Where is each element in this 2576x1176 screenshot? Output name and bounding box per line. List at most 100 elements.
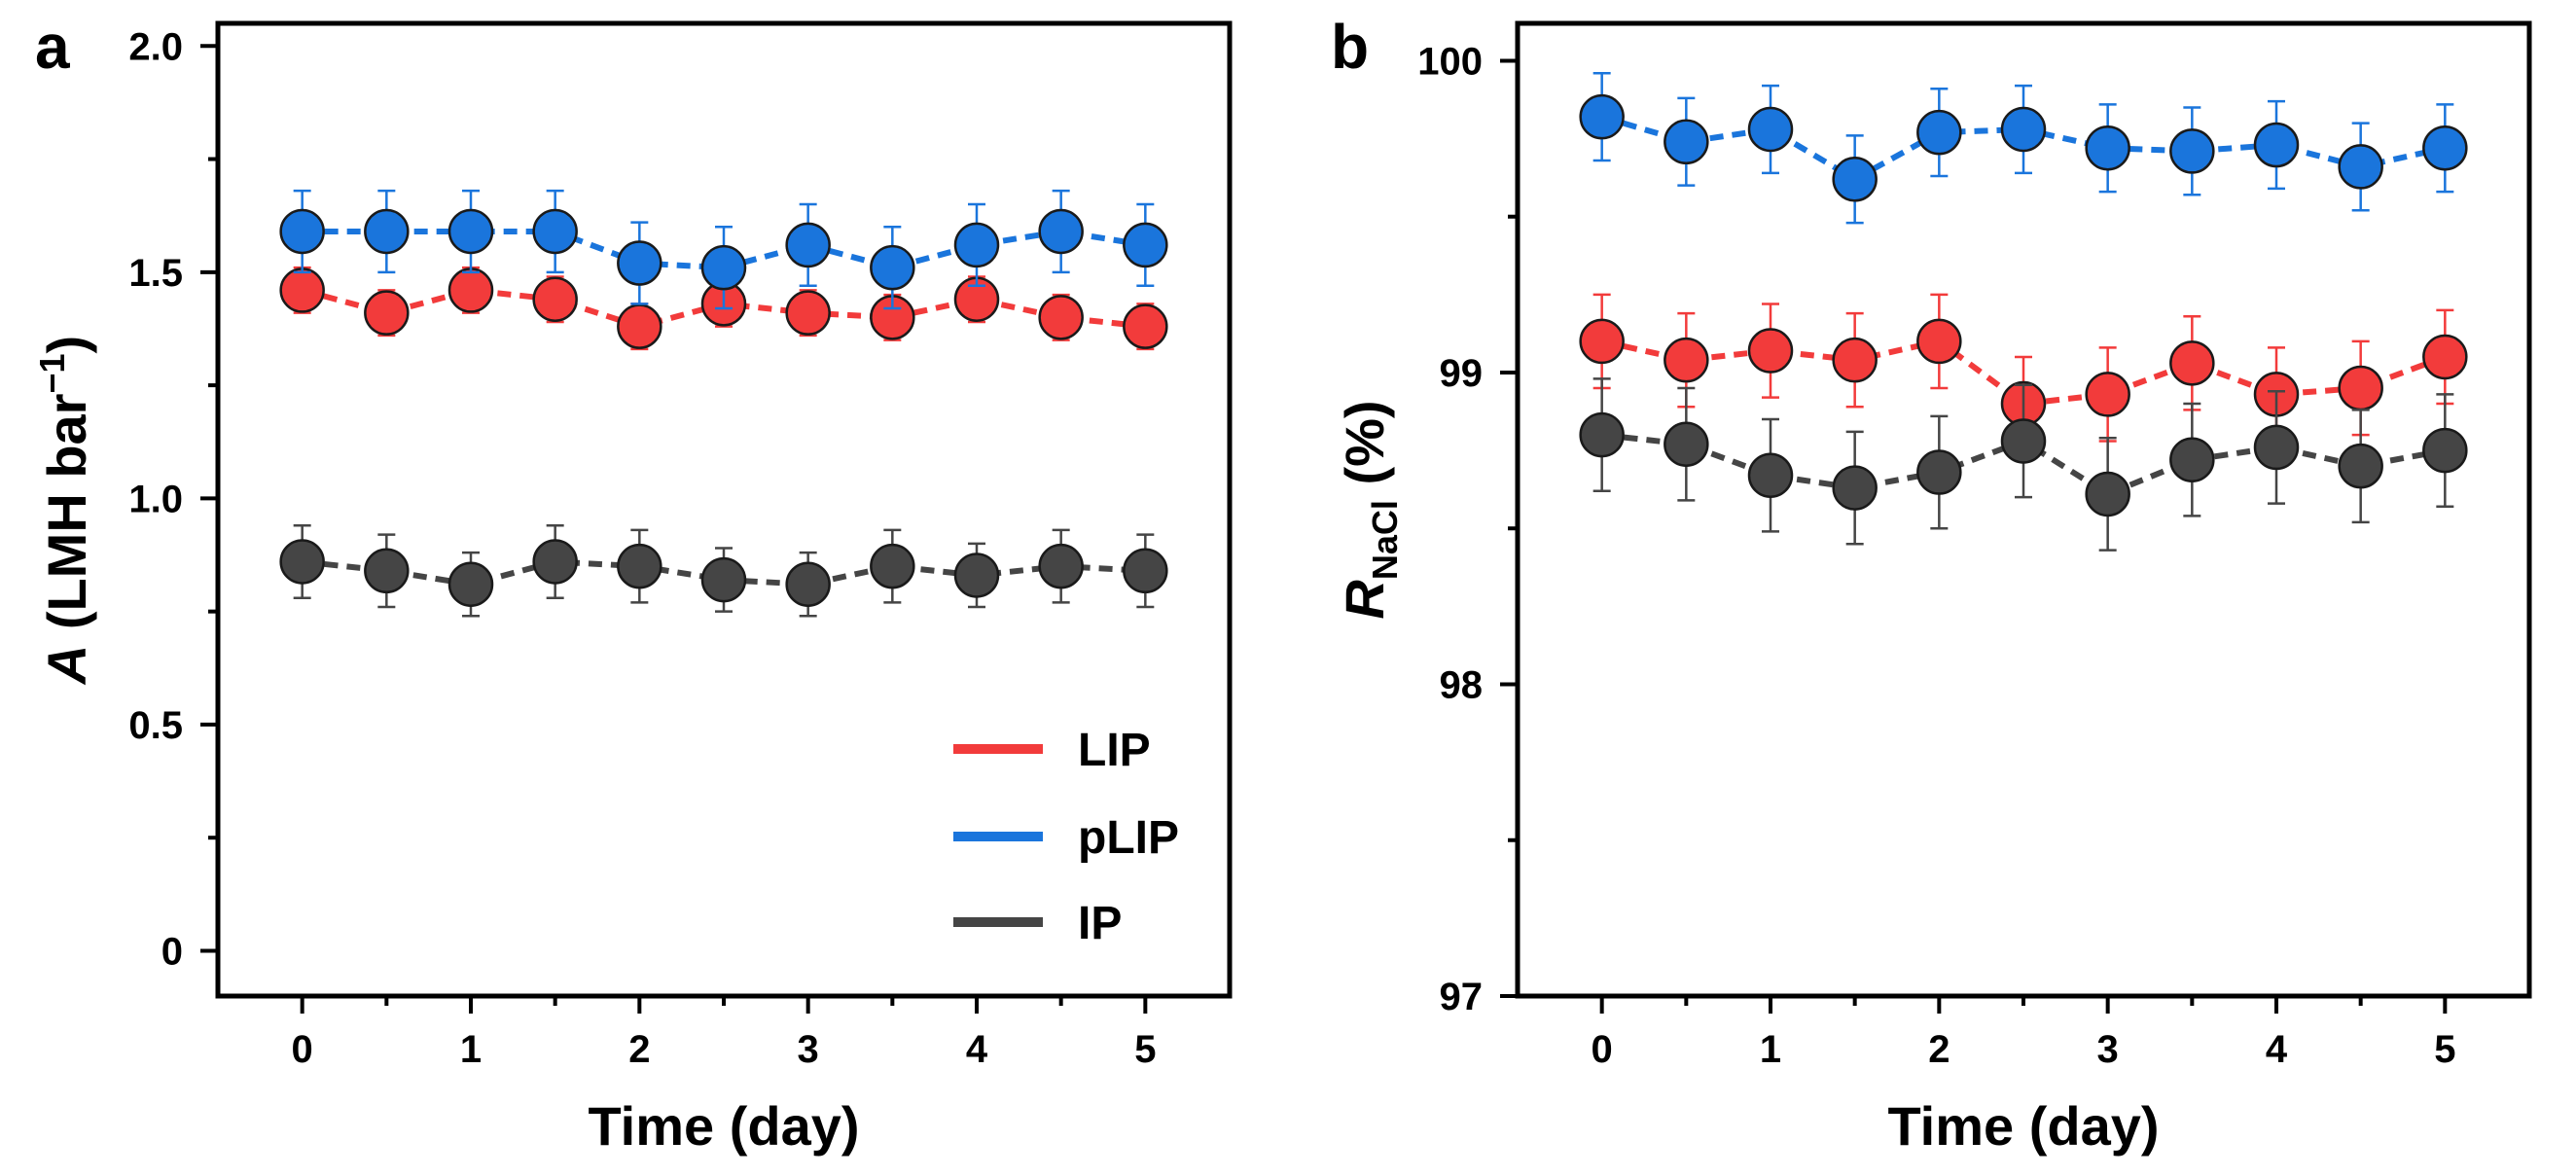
panel-a-y-axis-label: A (LMH bar−1) <box>32 336 97 686</box>
panel-a-x-tick-label: 0 <box>292 1028 313 1071</box>
panel-b-plip-point <box>2422 125 2468 171</box>
panel-a-x-tick-label: 2 <box>628 1028 650 1071</box>
panel-a-plip-point <box>870 244 915 291</box>
panel-b-y-label-symbol: R <box>1334 580 1395 620</box>
panel-a-ip-point <box>1123 548 1168 594</box>
panel-b-lip-line <box>1601 338 2447 408</box>
panel-b-ip-point <box>2253 424 2300 471</box>
panel-b-lip-point <box>2422 334 2468 380</box>
panel-a-plip-point <box>1038 208 1084 255</box>
panel-a-x-tick-label: 4 <box>966 1028 988 1071</box>
panel-b-lip-point <box>1916 318 1962 365</box>
panel-a-ip-point <box>953 552 1000 598</box>
panel-a-ip-point <box>279 539 325 585</box>
panel-a-ip-point <box>364 548 410 594</box>
panel-b-x-tick-label: 2 <box>1928 1028 1950 1071</box>
panel-b-x-tick-label: 5 <box>2434 1028 2455 1071</box>
panel-a-plip-point <box>447 208 494 255</box>
panel-a-ip-point <box>870 543 915 589</box>
panel-a-plip-point <box>1123 222 1168 268</box>
panel-b-y-label-unit: (%) <box>1334 400 1395 500</box>
panel-b-y-label-subscript: NaCl <box>1365 500 1405 580</box>
panel-a-lip-point <box>532 276 578 322</box>
panel-b-ip-point <box>2338 443 2383 489</box>
panel-b-ip-point <box>2422 427 2468 474</box>
panel-b-ip-series <box>1579 377 2468 552</box>
panel-b-ip-point <box>1832 465 1878 511</box>
panel-b-plip-point <box>1832 157 1878 202</box>
panel-b-y-tick-label: 97 <box>1440 976 1484 1018</box>
panel-b-ip-point <box>2169 437 2215 482</box>
panel-b-plip-point <box>1916 109 1962 156</box>
panel-a-ip-point <box>700 556 747 603</box>
panel-b-y-tick-label: 98 <box>1440 663 1484 706</box>
panel-a-plip-series <box>279 189 1168 310</box>
legend-label-ip: IP <box>1078 898 1122 949</box>
panel-b-x-tick-label: 0 <box>1592 1028 1613 1071</box>
panel-a-lip-point <box>785 290 831 336</box>
panel-a-lip-point <box>617 303 662 349</box>
panel-b-y-tick-label: 99 <box>1440 352 1484 395</box>
panel-a-lip-point <box>447 267 494 313</box>
panel-b-plip-point <box>2338 144 2383 190</box>
panel-b-plip-point <box>2169 128 2215 174</box>
panel-b-ip-point <box>1747 452 1794 498</box>
panel-a-y-tick-label: 0.5 <box>128 704 183 747</box>
panel-a-plip-point <box>700 244 747 291</box>
panel-b-x-tick-label: 1 <box>1760 1028 1781 1071</box>
panel-a-y-tick-label: 0 <box>161 930 183 973</box>
panel-a-x-tick-label: 5 <box>1134 1028 1156 1071</box>
panel-b-ip-point <box>1916 449 1962 495</box>
panel-a-ip-point <box>617 543 662 589</box>
panel-a-plip-point <box>279 208 325 255</box>
panel-a-lip-point <box>1123 303 1168 349</box>
panel-b-lip-point <box>2169 340 2215 386</box>
panel-b-lip-point <box>2085 372 2130 417</box>
panel-a-y-label-superscript: −1 <box>32 353 72 393</box>
panel-a-y-label-unit: (LMH bar <box>36 394 97 645</box>
panel-b-ip-point <box>1579 411 1625 458</box>
panel-a-x-tick-label: 1 <box>460 1028 482 1071</box>
panel-b-plip-point <box>1664 119 1709 165</box>
panel-b-x-tick-label: 4 <box>2266 1028 2288 1071</box>
panel-b-plip-point <box>2253 122 2300 168</box>
panel-b-x-axis-label: Time (day) <box>1887 1095 2159 1157</box>
panel-b-x-tick-label: 3 <box>2097 1028 2119 1071</box>
panel-b-lip-point <box>1579 318 1625 365</box>
panel-a-plip-point <box>532 208 578 255</box>
panel-a-ip-series <box>279 524 1168 618</box>
panel-b-lip-point <box>2338 365 2383 411</box>
panel-a-ip-point <box>1038 543 1084 589</box>
panel-a-x-tick-label: 3 <box>798 1028 819 1071</box>
panel-a-label: a <box>35 12 70 82</box>
panel-a: a 0 1 2 3 4 5 0 0.5 1.0 1.5 2.0 Time (day) A (LMH … <box>32 12 1233 1157</box>
panel-b-plip-point <box>1747 106 1794 153</box>
panel-a-x-axis-label: Time (day) <box>588 1095 859 1157</box>
panel-b: b 0 1 2 3 4 5 97 98 99 100 Time (day) RNaCl (%) <box>1331 12 2532 1157</box>
legend-label-plip: pLIP <box>1078 812 1179 864</box>
panel-b-label: b <box>1331 12 1369 82</box>
panel-a-ip-point <box>532 539 578 585</box>
panel-b-ip-point <box>2000 418 2047 464</box>
panel-a-y-tick-label: 1.5 <box>128 252 183 295</box>
panel-b-y-axis-label: RNaCl (%) <box>1334 400 1405 619</box>
panel-b-lip-point <box>1832 337 1878 383</box>
panel-a-y-tick-label: 1.0 <box>128 478 183 520</box>
panel-a-legend: LIP pLIP IP <box>953 725 1179 949</box>
panel-b-plip-point <box>1579 93 1625 140</box>
panel-a-y-label-close: ) <box>36 336 97 354</box>
panel-a-ip-point <box>785 561 831 607</box>
panel-a-lip-point <box>1038 295 1084 340</box>
panel-a-lip-point <box>364 290 410 336</box>
panel-b-lip-point <box>1747 328 1794 374</box>
panel-b-lip-point <box>1664 337 1709 383</box>
panel-a-ip-point <box>447 561 494 607</box>
legend-label-lip: LIP <box>1078 725 1151 776</box>
panel-a-plip-point <box>617 240 662 286</box>
panel-a-plip-point <box>785 222 831 268</box>
panel-b-plip-point <box>2000 106 2047 153</box>
panel-b-plip-point <box>2085 125 2130 171</box>
panel-b-ip-point <box>2085 471 2130 517</box>
panel-a-plip-point <box>364 208 410 255</box>
